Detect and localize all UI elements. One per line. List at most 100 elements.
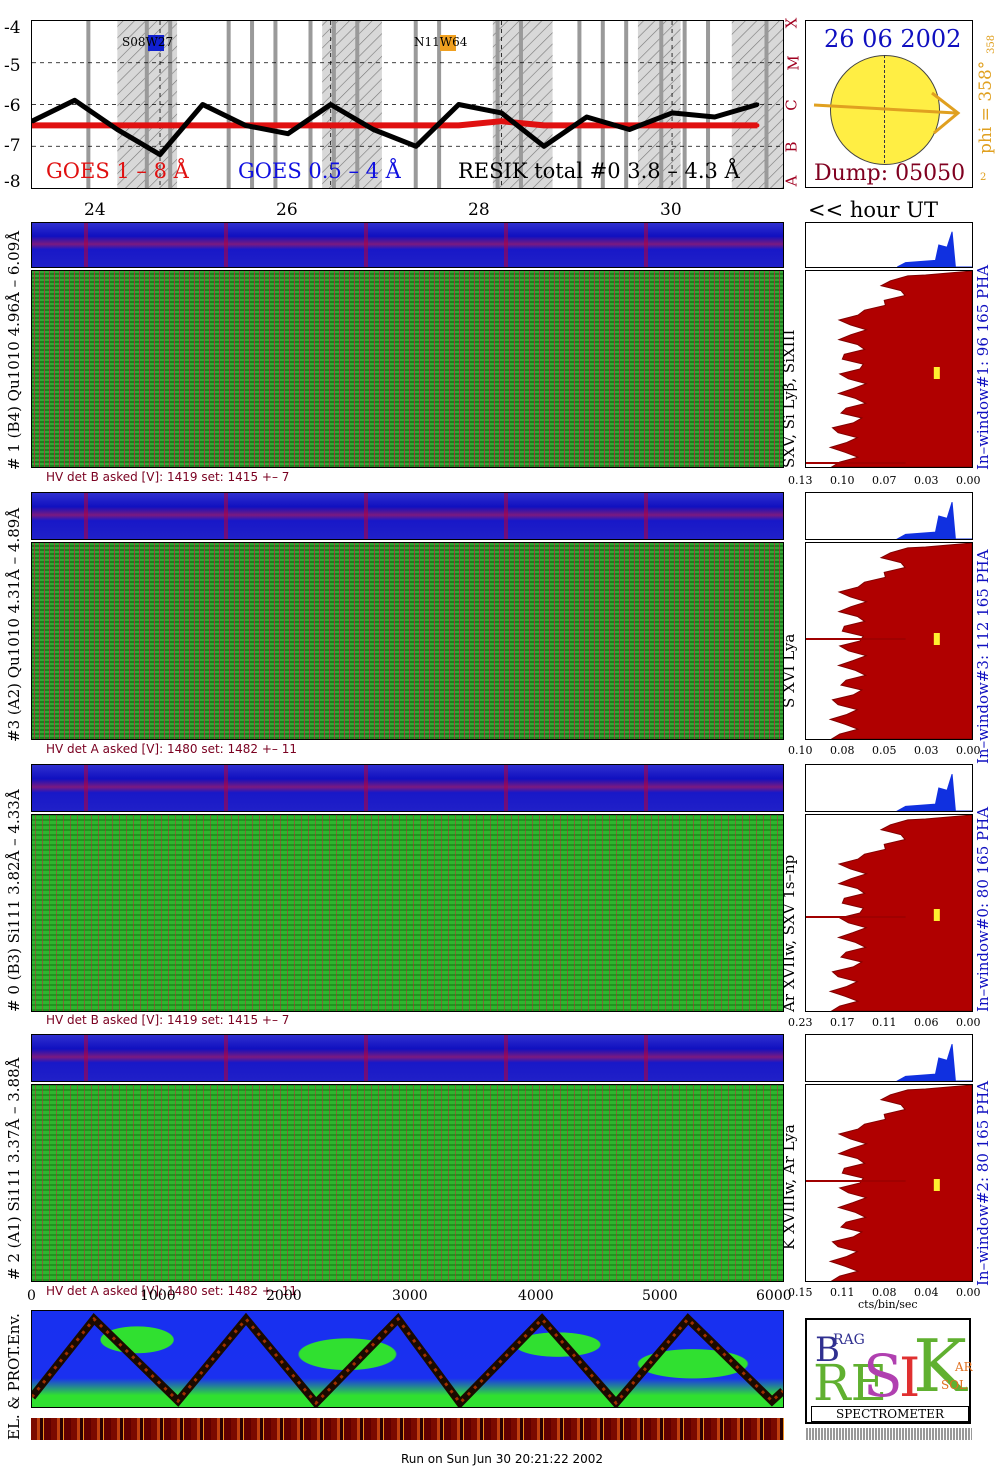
goes-series-point <box>328 123 333 128</box>
goes-series-point <box>456 123 461 128</box>
panel0-spectrum <box>805 814 973 1012</box>
flare-label-2: N11W64 <box>414 35 468 49</box>
panel3-pha-image <box>31 492 784 540</box>
goes-series-point <box>115 127 120 132</box>
logo-s: S <box>863 1342 903 1410</box>
goes-series-point <box>243 123 248 128</box>
panel2-right-label: In–window#2: 80 165 PHA <box>974 1080 992 1286</box>
panel3-pha-hist-svg <box>895 502 972 540</box>
panel2-pha-image <box>31 1034 784 1082</box>
panel0-hv: HV det B asked [V]: 1419 set: 1415 +– 7 <box>46 1013 290 1027</box>
data-gap-bar <box>308 21 313 188</box>
panel1-spec-tick-4: 0.00 <box>956 474 981 487</box>
panel3-spec-tick-2: 0.05 <box>872 744 897 757</box>
panel3-pha-hist <box>805 492 973 540</box>
bottom-tick-4: 4000 <box>518 1288 554 1304</box>
goes-series-point <box>670 123 675 128</box>
spectrum-profile <box>828 1084 973 1282</box>
goes-series-point <box>712 115 717 120</box>
env-thermal-strip <box>31 1418 784 1440</box>
bottom-tick-1: 1000 <box>140 1288 176 1304</box>
bottom-tick-5: 5000 <box>642 1288 678 1304</box>
panel3-spectrum <box>805 542 973 740</box>
panel0-pha-hist <box>805 764 973 812</box>
goes-ytick-3: -7 <box>4 136 21 156</box>
panel0-spec-tick-3: 0.06 <box>914 1016 939 1029</box>
panel2-spec-tick-1: 0.11 <box>830 1286 855 1299</box>
goes-series-point <box>72 123 77 128</box>
panel0-pha-hist-svg <box>895 774 972 812</box>
panel0-right-label: In–window#0: 80 165 PHA <box>974 806 992 1012</box>
goes-series-point <box>542 144 547 149</box>
hour-tick-26: 26 <box>276 200 298 220</box>
class-c: C <box>782 99 801 111</box>
pha-histogram <box>895 774 972 812</box>
data-gap-bar <box>706 21 711 188</box>
spectrum-window-marker <box>933 367 940 379</box>
spectrum-profile <box>828 542 973 740</box>
hour-tick-30: 30 <box>660 200 682 220</box>
flare-marker-2 <box>440 35 456 51</box>
goes-series-point <box>456 102 461 107</box>
panel2-spec-tick-0: 0.15 <box>788 1286 813 1299</box>
goes-series-point <box>627 127 632 132</box>
goes-series-point <box>32 123 34 128</box>
logo-sol: SOL <box>941 1378 968 1392</box>
panel0-spec-tick-1: 0.17 <box>830 1016 855 1029</box>
panel2-left-label: # 2 (A1) Si111 3.37Å – 3.88Å <box>5 1057 23 1280</box>
goes-series-point <box>542 123 547 128</box>
panel1-right-label: In–window#1: 96 165 PHA <box>974 264 992 470</box>
class-x: X <box>782 17 801 29</box>
goes-series-point <box>371 127 376 132</box>
goes-series-point <box>200 123 205 128</box>
sun-phi: phi = 358° <box>976 60 996 154</box>
panel0-spectrum-svg <box>806 814 973 1012</box>
logo-re: RE <box>813 1354 888 1412</box>
goes-series-point <box>755 123 760 128</box>
panel3-spec-tick-4: 0.00 <box>956 744 981 757</box>
goes-ytick-4: -8 <box>4 172 21 192</box>
env-orbit-svg <box>32 1312 783 1407</box>
panel3-line-label: S XVI Lya <box>780 633 798 708</box>
pha-histogram <box>895 502 972 540</box>
data-gap-bar <box>250 21 255 188</box>
goes-series-point <box>286 123 291 128</box>
bottom-tick-3: 3000 <box>392 1288 428 1304</box>
panel1-spectrogram <box>31 270 784 468</box>
panel1-line-label: SXV, Si Lyβ, SiXIII <box>780 329 798 468</box>
panel0-line-label: Ar XVIIw, SXV 1s–np <box>780 854 798 1012</box>
goes-series-point <box>414 123 419 128</box>
panel2-spec-tick-4: 0.00 <box>956 1286 981 1299</box>
panel1-left-label: # 1 (B4) Qu1010 4.96Å – 6.09Å <box>5 230 23 470</box>
flare-marker-1 <box>148 35 164 51</box>
panel1-spectrum-svg <box>806 270 973 468</box>
pha-histogram <box>897 231 972 268</box>
logo-rag: RAG <box>833 1332 865 1348</box>
spectrum-unit: cts/bin/sec <box>858 1298 918 1311</box>
panel2-hv: HV det A asked [V]: 1480 set: 1482 +– 11 <box>46 1284 298 1298</box>
logo-ar: AR <box>955 1360 973 1374</box>
panel1-spec-tick-2: 0.07 <box>872 474 897 487</box>
logo-fineprint <box>806 1428 972 1440</box>
logo-i: I <box>899 1346 921 1409</box>
panel0-spectrogram <box>31 814 784 1012</box>
logo-k: K <box>913 1324 967 1408</box>
goes-series-point <box>158 123 163 128</box>
hour-tick-28: 28 <box>468 200 490 220</box>
sun-date: 26 06 2002 <box>824 25 962 53</box>
goes-ytick-1: -5 <box>4 56 21 76</box>
panel2-spec-tick-3: 0.04 <box>914 1286 939 1299</box>
panel3-left-label: #3 (A2) Qu1010 4.31Å – 4.89Å <box>5 507 23 742</box>
panel2-pha-hist-svg <box>895 1044 972 1082</box>
goes-ytick-0: -4 <box>4 18 21 38</box>
panel3-spectrogram <box>31 542 784 740</box>
sun-arrow <box>813 91 961 135</box>
goes-series-point <box>286 131 291 136</box>
hour-tick-24: 24 <box>84 200 106 220</box>
data-gap-bar <box>355 21 360 188</box>
panel2-spec-tick-2: 0.08 <box>872 1286 897 1299</box>
resik-logo: B RAG RE S I K SOL AR SPECTROMETER <box>805 1318 973 1424</box>
goes-series-point <box>328 102 333 107</box>
spectrum-profile <box>828 814 973 1012</box>
panel3-right-label: In–window#3: 112 165 PHA <box>974 549 992 764</box>
